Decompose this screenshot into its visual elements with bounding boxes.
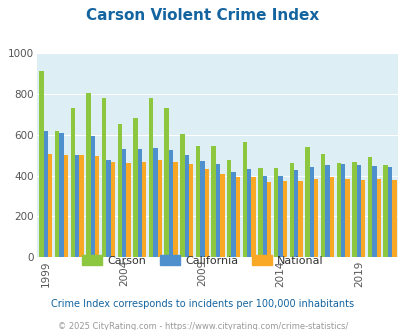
Bar <box>168 150 173 257</box>
Bar <box>48 154 52 257</box>
Bar <box>220 174 224 257</box>
Bar <box>371 166 376 257</box>
Bar <box>336 163 340 257</box>
Bar <box>391 180 396 257</box>
Bar <box>111 162 115 257</box>
Bar <box>242 143 247 257</box>
Bar <box>102 98 106 257</box>
Bar <box>164 108 168 257</box>
Bar <box>247 169 251 257</box>
Bar <box>266 182 271 257</box>
Bar <box>226 160 231 257</box>
Bar <box>376 179 380 257</box>
Bar <box>117 124 121 257</box>
Bar <box>180 134 184 257</box>
Bar <box>320 154 324 257</box>
Bar <box>39 71 44 257</box>
Bar <box>86 93 90 257</box>
Bar <box>356 165 360 257</box>
Bar <box>360 180 364 257</box>
Bar <box>262 176 266 257</box>
Bar <box>298 181 302 257</box>
Bar <box>204 169 209 257</box>
Bar <box>251 177 255 257</box>
Bar <box>293 170 298 257</box>
Bar <box>340 164 345 257</box>
Bar <box>200 161 204 257</box>
Bar <box>273 168 278 257</box>
Bar <box>59 133 64 257</box>
Bar <box>188 164 193 257</box>
Bar <box>133 118 137 257</box>
Text: Crime Index corresponds to incidents per 100,000 inhabitants: Crime Index corresponds to incidents per… <box>51 299 354 309</box>
Text: © 2025 CityRating.com - https://www.cityrating.com/crime-statistics/: © 2025 CityRating.com - https://www.city… <box>58 322 347 330</box>
Bar <box>329 177 333 257</box>
Bar <box>258 168 262 257</box>
Bar <box>79 155 83 257</box>
Bar <box>215 164 220 257</box>
Bar <box>278 176 282 257</box>
Bar <box>289 163 293 257</box>
Bar <box>142 162 146 257</box>
Bar <box>367 157 371 257</box>
Bar <box>122 149 126 257</box>
Bar <box>235 177 240 257</box>
Bar <box>231 173 235 257</box>
Bar <box>211 146 215 257</box>
Bar <box>126 163 130 257</box>
Bar <box>173 162 177 257</box>
Bar <box>345 179 349 257</box>
Bar <box>383 165 387 257</box>
Bar <box>309 167 313 257</box>
Bar <box>324 165 329 257</box>
Bar <box>149 98 153 257</box>
Bar <box>44 131 48 257</box>
Bar <box>387 167 391 257</box>
Bar <box>137 149 142 257</box>
Bar <box>55 131 59 257</box>
Bar <box>313 179 318 257</box>
Bar <box>95 156 99 257</box>
Text: Carson Violent Crime Index: Carson Violent Crime Index <box>86 8 319 23</box>
Bar <box>90 136 95 257</box>
Bar <box>64 155 68 257</box>
Bar <box>351 162 356 257</box>
Bar <box>157 160 162 257</box>
Bar <box>75 155 79 257</box>
Bar <box>106 160 111 257</box>
Bar <box>305 147 309 257</box>
Bar <box>282 181 286 257</box>
Bar <box>70 108 75 257</box>
Bar <box>153 148 157 257</box>
Bar <box>184 155 188 257</box>
Legend: Carson, California, National: Carson, California, National <box>77 250 328 270</box>
Bar <box>195 146 200 257</box>
